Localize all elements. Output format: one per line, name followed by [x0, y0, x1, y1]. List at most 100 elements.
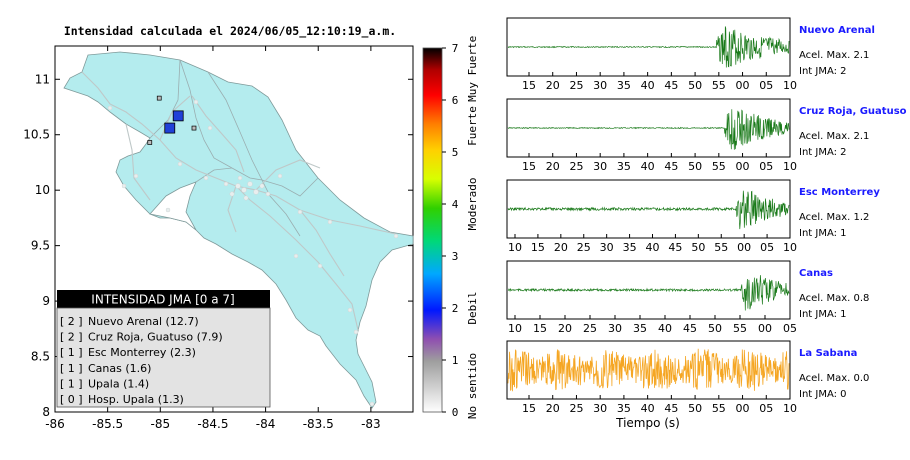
station-name-4: La Sabana [799, 348, 857, 359]
colorbar-tick-label-3: 3 [452, 250, 459, 263]
waveform-tick-label-2-0: 10 [508, 241, 522, 254]
station-intensity-2: Int JMA: 1 [799, 228, 847, 239]
colorbar-label-4: Muy Fuerte [466, 36, 479, 102]
province-borders [149, 59, 319, 237]
map-y-tick-label-5: 8.5 [31, 350, 50, 364]
waveform-tick-label-2-2: 20 [554, 241, 568, 254]
waveform-tick-label-2-8: 50 [691, 241, 705, 254]
map-x-axis: -86 -85.5 -85 -84.5 -84 -83.5 -83 [45, 46, 381, 431]
legend-intensity-5: [ 0 ] [60, 393, 83, 406]
legend-station-3: Canas (1.6) [88, 362, 151, 375]
station-name-0: Nuevo Arenal [799, 25, 875, 36]
waveform-trace-3 [507, 275, 790, 311]
station-marker-3 [191, 125, 197, 131]
waveform-tick-label-4-10: 05 [759, 402, 773, 415]
waveform-tick-label-0-0: 15 [522, 79, 536, 92]
waveform-panel-0: 15 20 25 30 35 40 45 50 55 00 05 10 Nuevo Arenal Acel… [506, 17, 875, 92]
map-x-tick-label-3: -84.5 [197, 417, 228, 431]
towns [107, 99, 399, 407]
legend-intensity-4: [ 1 ] [60, 377, 83, 390]
station-marker-2 [156, 95, 162, 101]
colorbar-tick-label-5: 5 [452, 146, 459, 159]
waveform-tick-label-1-4: 35 [617, 160, 631, 173]
legend-intensity-3: [ 1 ] [60, 362, 83, 375]
gulf-of-nicoya [149, 181, 197, 231]
waveform-tick-label-4-2: 25 [569, 402, 583, 415]
waveform-tick-label-4-5: 40 [641, 402, 655, 415]
map-y-tick-label-0: 11 [35, 72, 50, 86]
waveform-tick-label-0-9: 00 [736, 79, 750, 92]
waveform-tick-label-3-2: 20 [558, 322, 572, 335]
waveform-tick-label-2-6: 40 [646, 241, 660, 254]
legend-intensity-2: [ 1 ] [60, 346, 83, 359]
waveform-tick-label-0-5: 40 [641, 79, 655, 92]
waveform-tick-label-0-11: 10 [783, 79, 797, 92]
colorbar-labels: No sentido Debil Moderado Fuerte Muy Fuerte [466, 36, 479, 419]
waveform-tick-label-1-10: 05 [759, 160, 773, 173]
legend-intensity-1: [ 2 ] [60, 331, 83, 344]
waveform-tick-label-3-9: 55 [733, 322, 747, 335]
legend-body-bg [56, 307, 271, 408]
waveform-tick-label-0-6: 45 [664, 79, 678, 92]
waveform-tick-label-1-8: 55 [712, 160, 726, 173]
station-intensity-0: Int JMA: 2 [799, 66, 847, 77]
waveform-tick-label-3-1: 15 [533, 322, 547, 335]
map-x-tick-label-0: -86 [45, 417, 65, 431]
waveform-trace-4 [507, 348, 790, 392]
legend-title: INTENSIDAD JMA [0 a 7] [91, 293, 234, 307]
waveform-panel-4: 15 20 25 30 35 40 45 50 55 00 05 10 La Sabana Acel. M… [506, 340, 869, 415]
colorbar-ticks: 0 1 2 3 4 5 6 7 [442, 42, 459, 419]
waveform-panel-2: 10 15 20 25 30 35 40 45 50 55 00 05 10 Esc Monterrey A… [506, 179, 880, 254]
waveform-trace-0 [507, 26, 790, 68]
station-markers [147, 95, 197, 145]
waveform-tick-label-2-4: 30 [600, 241, 614, 254]
waveform-tick-label-4-1: 20 [546, 402, 560, 415]
waveform-tick-label-1-6: 45 [664, 160, 678, 173]
map-x-tick-label-4: -84 [256, 417, 276, 431]
waveform-tick-label-4-11: 10 [783, 402, 797, 415]
waveform-tick-label-0-4: 35 [617, 79, 631, 92]
waveform-tick-label-2-1: 15 [531, 241, 545, 254]
station-intensity-3: Int JMA: 1 [799, 309, 847, 320]
waveform-tick-label-1-0: 15 [522, 160, 536, 173]
waveform-tick-label-2-12: 10 [783, 241, 797, 254]
waveform-tick-label-4-8: 55 [712, 402, 726, 415]
colorbar-tick-label-4: 4 [452, 198, 459, 211]
waveform-tick-label-4-0: 15 [522, 402, 536, 415]
waveform-tick-label-3-8: 50 [708, 322, 722, 335]
roads [81, 71, 397, 331]
legend-entries: [ 2 ] Nuevo Arenal (12.7) [ 2 ] Cruz Roja, … [60, 315, 223, 406]
waveform-tick-label-2-3: 25 [577, 241, 591, 254]
legend-station-0: Nuevo Arenal (12.7) [88, 315, 199, 328]
time-axis-label: Tiempo (s) [615, 416, 680, 430]
waveform-tick-label-2-9: 55 [714, 241, 728, 254]
colorbar-tick-label-1: 1 [452, 354, 459, 367]
legend-station-2: Esc Monterrey (2.3) [88, 346, 196, 359]
map-title: Intensidad calculada el 2024/06/05_12:10… [64, 24, 396, 39]
waveform-tick-label-4-3: 30 [593, 402, 607, 415]
waveform-trace-2 [507, 190, 790, 230]
map-y-tick-label-3: 9.5 [31, 239, 50, 253]
map-y-axis: 11 10.5 10 9.5 9 8.5 8 [23, 72, 413, 419]
station-name-3: Canas [799, 268, 833, 279]
colorbar-tick-label-6: 6 [452, 94, 459, 107]
colorbar-tick-label-2: 2 [452, 302, 459, 315]
waveform-tick-label-0-10: 05 [759, 79, 773, 92]
waveform-tick-label-0-3: 30 [593, 79, 607, 92]
waveform-tick-label-3-0: 10 [508, 322, 522, 335]
waveform-panel-3: 10 15 20 25 30 35 40 45 50 55 00 05 Canas Acel. Max. … [506, 260, 869, 335]
colorbar-label-1: Debil [466, 291, 479, 324]
waveform-tick-label-0-2: 25 [569, 79, 583, 92]
waveform-tick-label-0-7: 50 [688, 79, 702, 92]
waveform-tick-label-1-11: 10 [783, 160, 797, 173]
station-marker-0 [172, 110, 184, 122]
map-y-tick-label-4: 9 [42, 294, 50, 308]
colorbar-tick-label-7: 7 [452, 42, 459, 55]
waveform-tick-label-4-6: 45 [664, 402, 678, 415]
map-x-tick-label-2: -85 [150, 417, 170, 431]
station-name-2: Esc Monterrey [799, 187, 880, 198]
waveform-panel-1: 15 20 25 30 35 40 45 50 55 00 05 10 Cruz Roja, Guatu… [506, 98, 907, 173]
station-marker-1 [164, 122, 176, 134]
waveform-tick-label-1-7: 50 [688, 160, 702, 173]
